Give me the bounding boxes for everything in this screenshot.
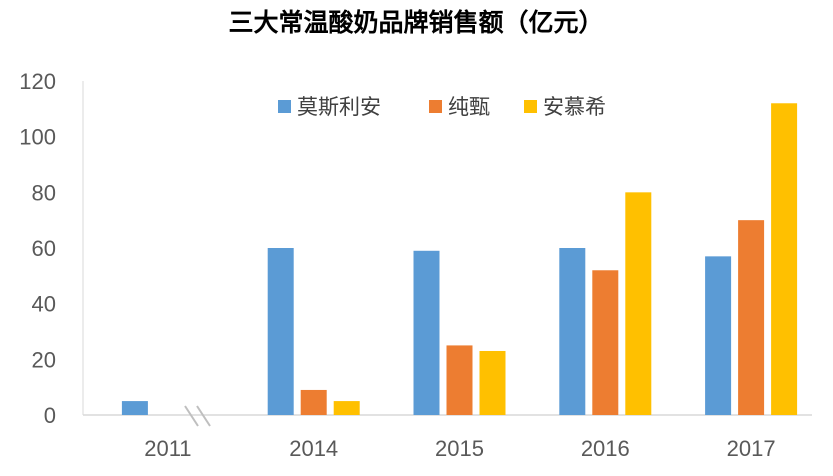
bar-2014-series-1 [300,389,327,415]
y-tick-label: 40 [32,292,56,317]
legend-label-0: 莫斯利安 [297,95,381,119]
chart-title: 三大常温酸奶品牌销售额（亿元） [228,8,603,37]
y-tick-label: 60 [32,236,56,261]
legend-swatch-0 [278,100,291,113]
bar-2014-series-0 [267,248,294,415]
x-tick-label: 2017 [727,436,776,461]
x-tick-label: 2016 [581,436,630,461]
bar-2016-series-2 [625,192,652,415]
legend-swatch-1 [429,100,442,113]
bar-2015-series-1 [446,345,473,415]
axis-break-mark [184,405,211,427]
bar-2015-series-2 [479,350,506,415]
bar-2015-series-0 [413,250,440,415]
y-tick-label: 0 [44,403,56,428]
y-axis: 0 20 40 60 80 100 120 [19,69,56,428]
bar-2017-series-1 [738,220,765,415]
bar-2016-series-0 [559,248,586,415]
legend-label-1: 纯甄 [448,95,490,119]
bars [121,103,798,416]
y-tick-label: 100 [19,125,56,150]
bar-2011-series-0 [121,401,148,415]
bar-2017-series-2 [771,103,798,416]
bar-2017-series-0 [705,256,732,415]
x-tick-label: 2014 [289,436,338,461]
y-tick-label: 20 [32,347,56,372]
legend-label-2: 安慕希 [543,95,606,119]
y-tick-label: 80 [32,180,56,205]
bar-2014-series-2 [333,401,360,415]
x-axis: 2011 2014 2015 2016 2017 [144,436,775,461]
x-tick-label: 2011 [144,436,191,461]
legend: 莫斯利安 纯甄 安慕希 [278,95,606,119]
y-tick-label: 120 [19,69,56,94]
x-tick-label: 2015 [435,436,484,461]
legend-swatch-2 [524,100,537,113]
bar-2016-series-1 [592,270,619,415]
